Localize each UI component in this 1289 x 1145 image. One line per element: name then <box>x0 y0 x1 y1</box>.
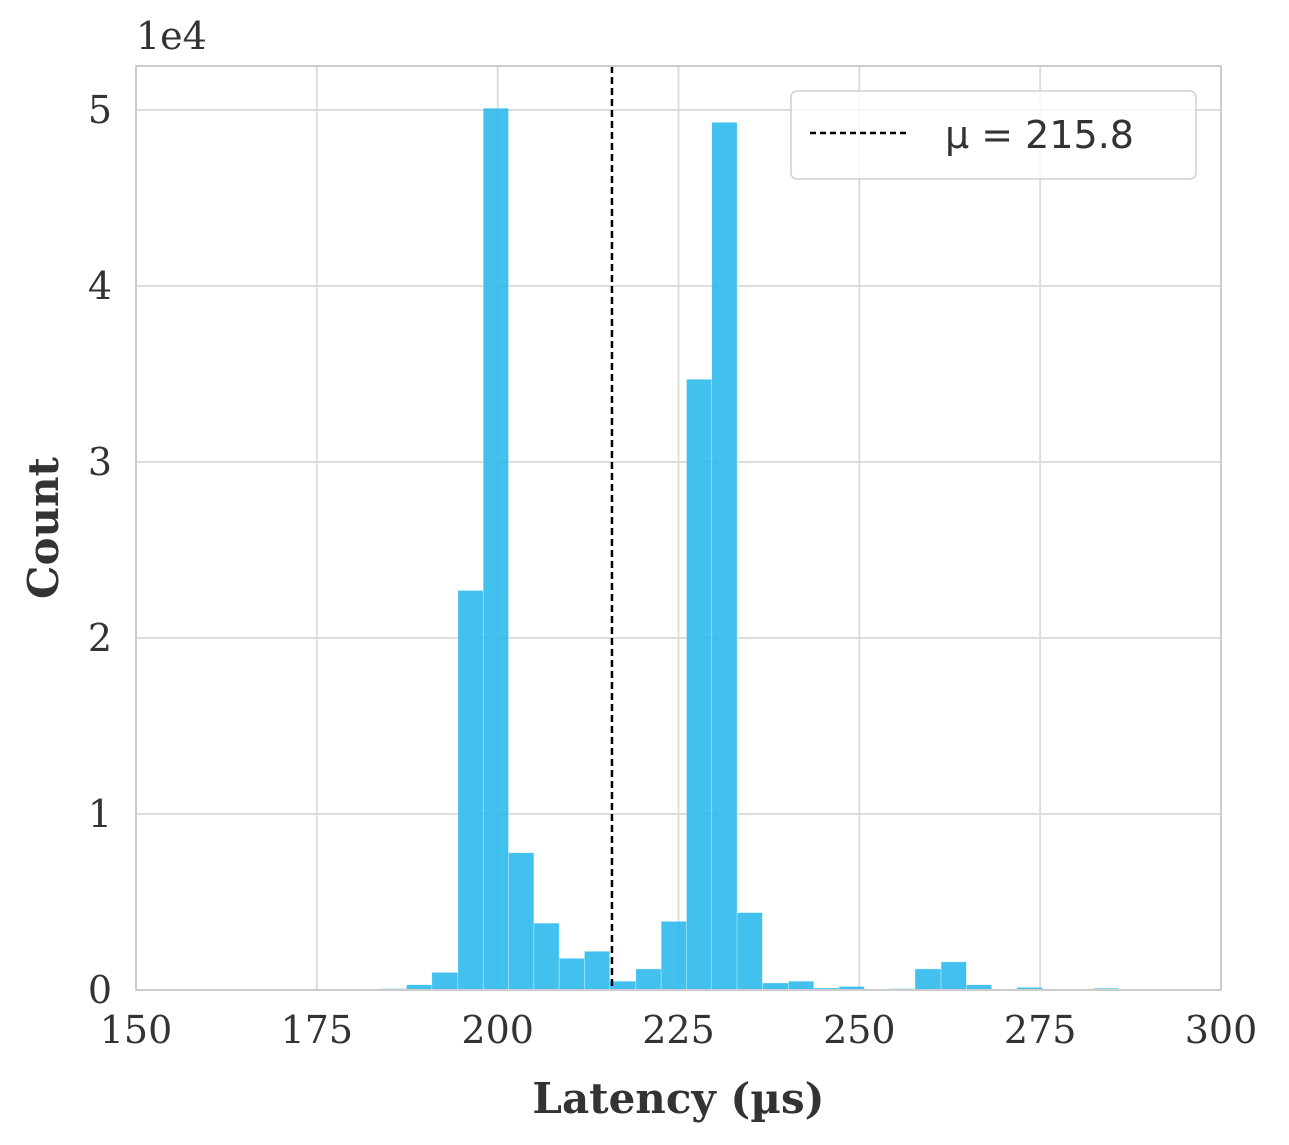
histogram-bar <box>508 852 535 991</box>
x-tick-label: 275 <box>1004 1008 1077 1052</box>
histogram-bar <box>736 912 763 991</box>
x-tick-label: 175 <box>281 1008 354 1052</box>
y-tick-label: 5 <box>88 88 112 132</box>
x-tick-label: 300 <box>1185 1008 1258 1052</box>
histogram-bar <box>431 972 459 991</box>
y-tick-label: 1 <box>88 792 112 836</box>
x-axis-title: Latency (µs) <box>532 1074 824 1123</box>
histogram-bar <box>558 958 585 991</box>
y-tick-label: 4 <box>88 264 112 308</box>
grid <box>135 66 1222 991</box>
plot-frame <box>135 65 1222 991</box>
histogram-bar <box>914 968 942 991</box>
histogram-bar <box>711 122 738 991</box>
x-tick-label: 150 <box>100 1008 173 1052</box>
y-tick-label: 2 <box>88 616 112 660</box>
histogram-bar <box>686 378 713 991</box>
histogram-bar <box>584 950 611 991</box>
x-tick-label: 225 <box>642 1008 715 1052</box>
histogram-bar <box>457 590 484 991</box>
y-axis-ticks: 0 1 2 3 4 5 <box>88 88 112 1012</box>
x-tick-label: 200 <box>461 1008 534 1052</box>
histogram-bars <box>380 107 1170 991</box>
histogram-bar <box>482 107 509 991</box>
histogram-bar <box>762 982 789 991</box>
histogram-bar <box>635 968 662 991</box>
legend: μ = 215.8 <box>790 90 1197 180</box>
legend-label: μ = 215.8 <box>945 113 1134 157</box>
x-axis-ticks: 150 175 200 225 250 275 300 <box>100 1008 1258 1052</box>
x-tick-label: 250 <box>823 1008 896 1052</box>
y-tick-label: 0 <box>88 968 112 1012</box>
histogram-bar <box>940 961 967 991</box>
histogram-bar <box>788 980 815 991</box>
legend-box <box>790 90 1197 180</box>
y-axis-title: Count <box>19 456 68 599</box>
histogram-bar <box>533 922 560 991</box>
histogram-bar <box>609 980 637 991</box>
y-offset-label: 1e4 <box>136 14 207 58</box>
y-tick-label: 3 <box>88 440 112 484</box>
histogram-bar <box>660 921 687 991</box>
